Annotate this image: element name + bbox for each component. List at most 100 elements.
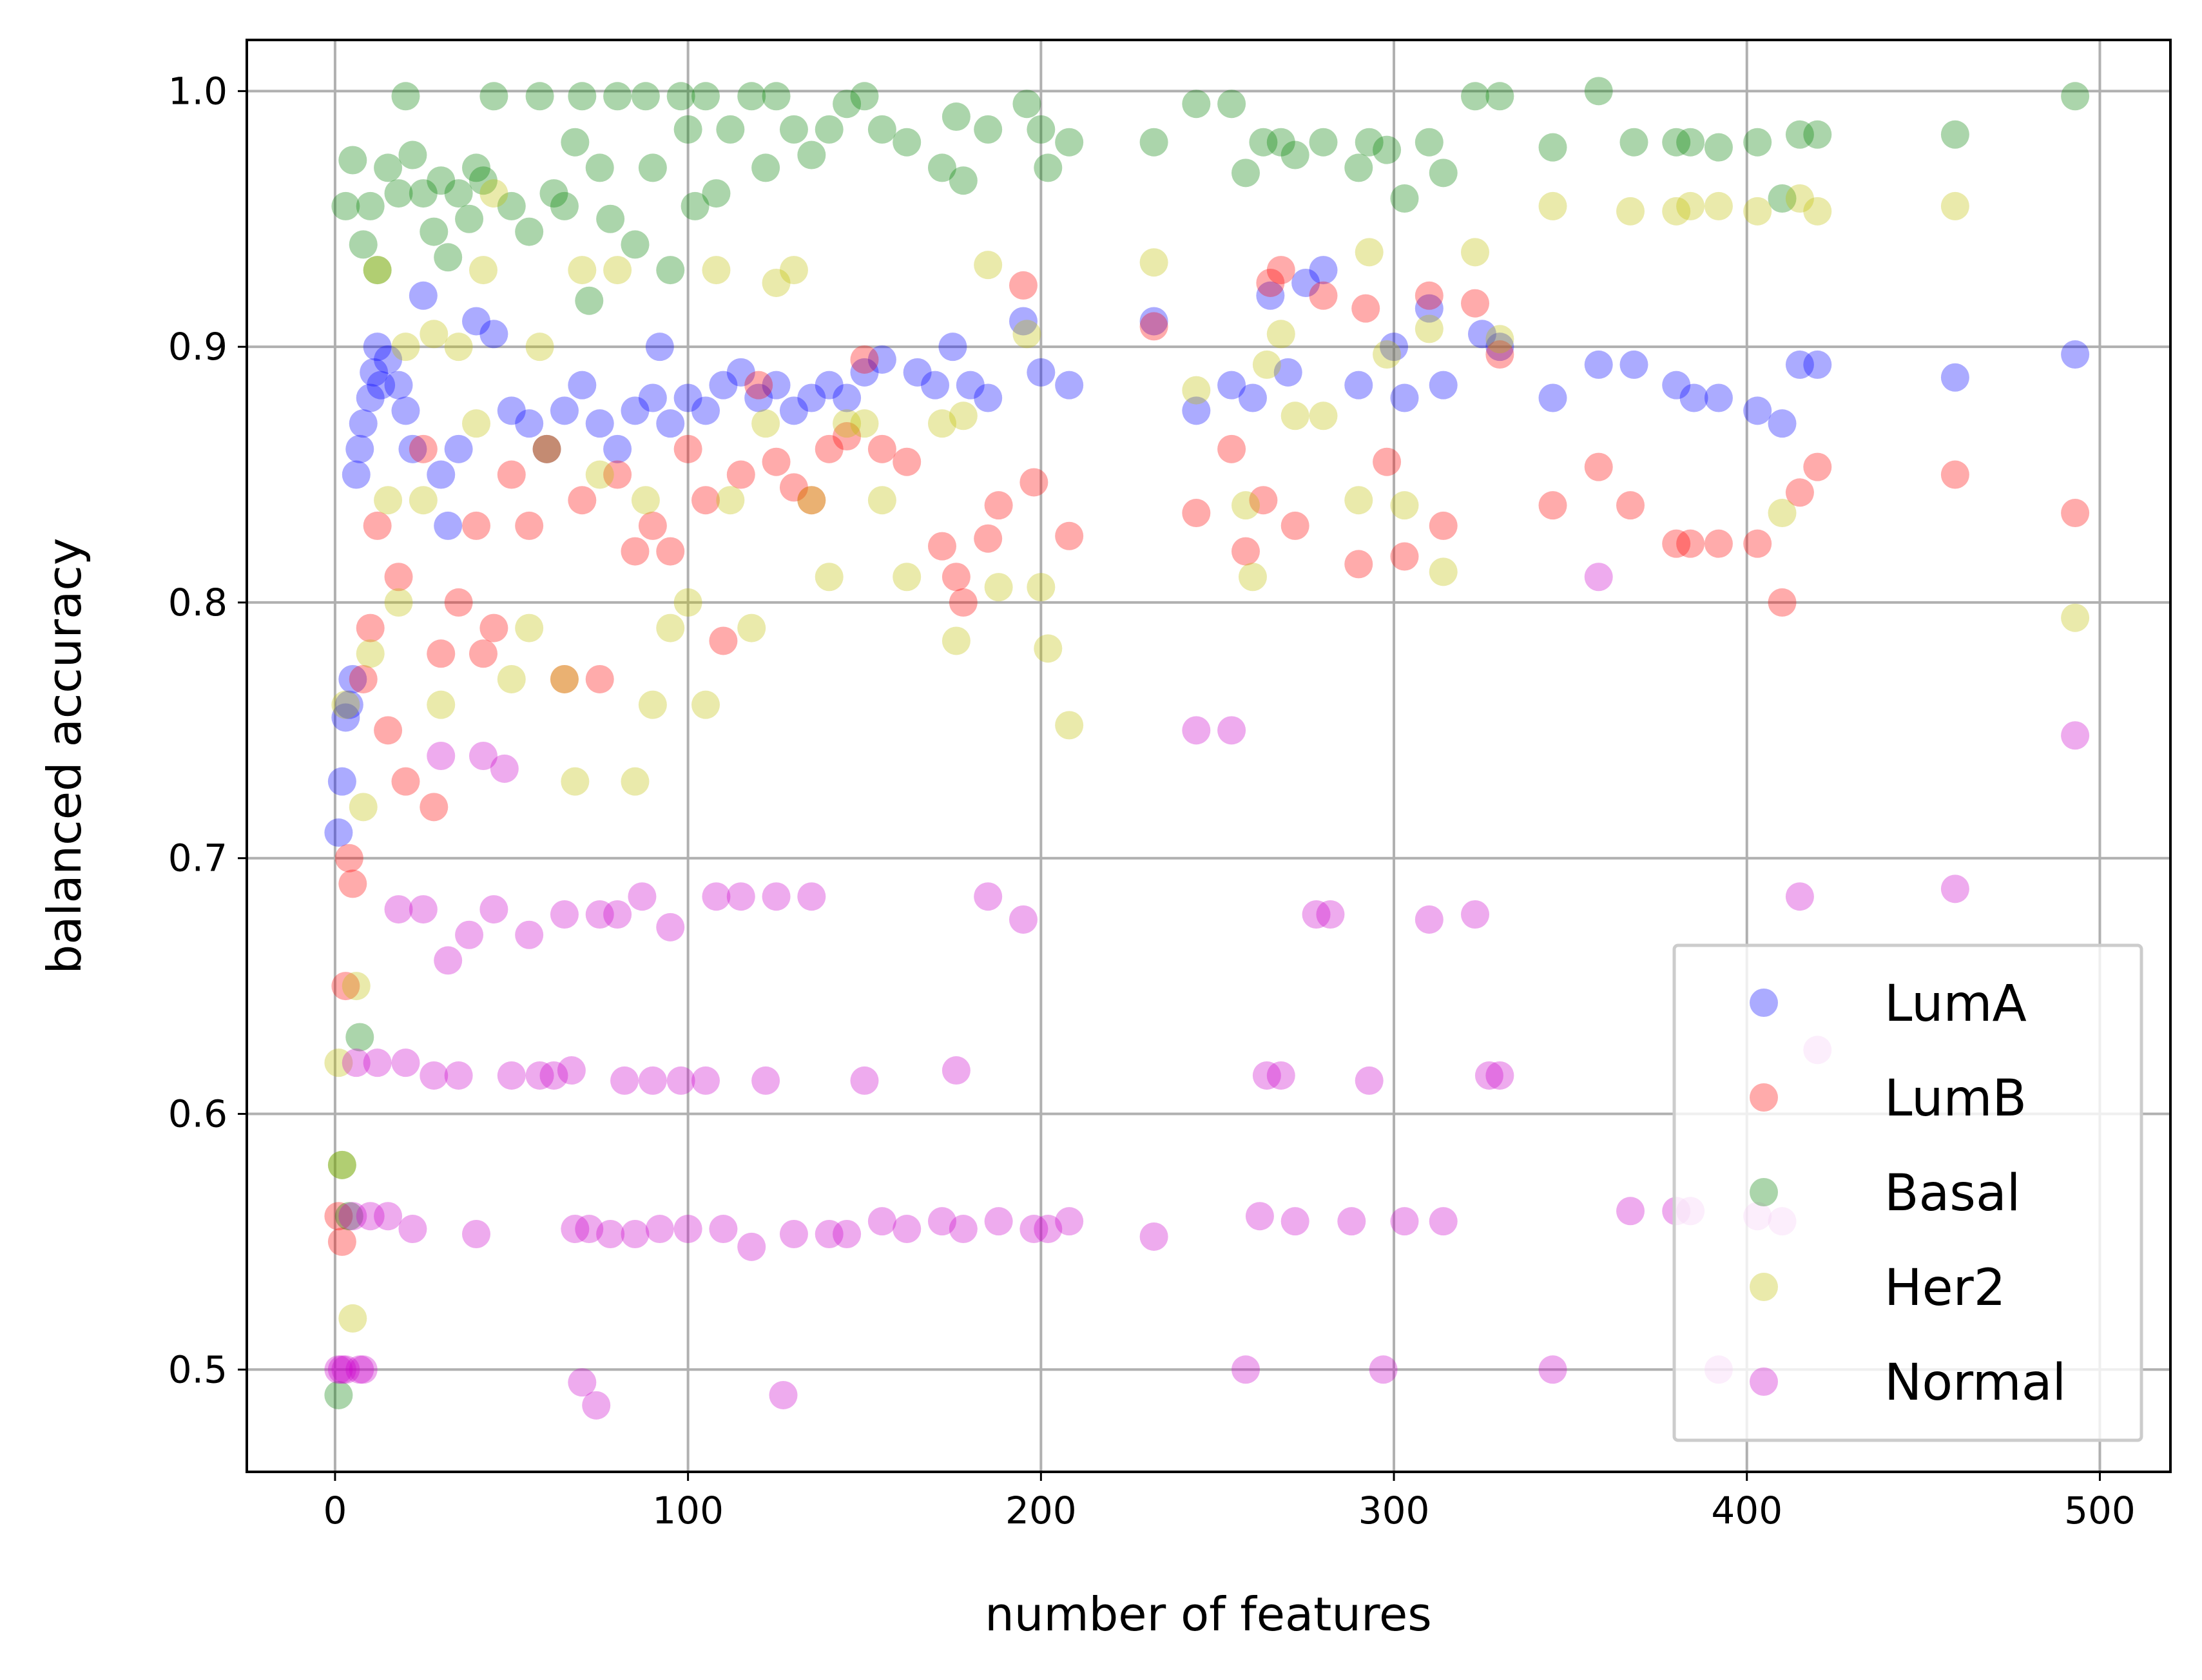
point-her2 — [1940, 191, 1969, 220]
point-basal — [444, 179, 473, 208]
point-basal — [867, 115, 896, 144]
point-her2 — [833, 409, 862, 438]
point-normal — [1390, 1207, 1419, 1236]
point-lumb — [1344, 550, 1373, 579]
point-basal — [1182, 90, 1211, 119]
point-normal — [420, 1061, 449, 1090]
point-her2 — [1390, 491, 1419, 520]
point-basal — [1373, 135, 1402, 164]
point-normal — [539, 1061, 568, 1090]
point-basal — [331, 191, 360, 220]
point-luma — [1390, 383, 1419, 412]
point-her2 — [797, 486, 826, 515]
point-luma — [360, 358, 389, 387]
point-luma — [1803, 350, 1832, 379]
point-normal — [867, 1207, 896, 1236]
point-basal — [434, 243, 463, 272]
point-normal — [557, 1056, 586, 1085]
legend-label-lumb: LumB — [1884, 1070, 2027, 1128]
point-lumb — [1055, 521, 1084, 550]
point-basal — [1344, 153, 1373, 182]
point-her2 — [324, 1048, 353, 1077]
point-her2 — [1785, 184, 1814, 213]
point-lumb — [1803, 452, 1832, 481]
point-normal — [455, 920, 484, 949]
point-lumb — [974, 524, 1003, 553]
point-normal — [974, 882, 1003, 911]
point-basal — [1940, 120, 1969, 149]
point-luma — [1743, 396, 1772, 425]
point-luma — [384, 371, 413, 400]
point-her2 — [515, 613, 544, 642]
point-normal — [691, 1066, 720, 1095]
point-her2 — [1344, 486, 1373, 515]
point-luma — [345, 434, 374, 463]
point-lumb — [515, 511, 544, 540]
point-lumb — [363, 511, 392, 540]
point-lumb — [1429, 511, 1458, 540]
point-luma — [1429, 371, 1458, 400]
point-normal — [1266, 1061, 1295, 1090]
point-lumb — [638, 511, 667, 540]
point-normal — [1280, 1207, 1309, 1236]
point-her2 — [984, 573, 1013, 602]
point-normal — [949, 1215, 978, 1244]
point-basal — [1662, 128, 1691, 157]
point-basal — [384, 179, 413, 208]
point-her2 — [1231, 491, 1260, 520]
point-luma — [324, 818, 353, 847]
point-normal — [769, 1380, 798, 1409]
point-her2 — [1415, 314, 1444, 343]
point-lumb — [1309, 281, 1338, 310]
x-tick-label: 300 — [1358, 1489, 1430, 1532]
point-normal — [1785, 882, 1814, 911]
point-luma — [1619, 350, 1648, 379]
point-lumb — [1704, 529, 1733, 558]
point-basal — [568, 82, 597, 111]
point-normal — [575, 1215, 604, 1244]
point-basal — [1803, 120, 1832, 149]
point-normal — [1245, 1202, 1274, 1231]
point-normal — [349, 1355, 378, 1384]
point-basal — [515, 217, 544, 246]
point-normal — [398, 1215, 427, 1244]
point-normal — [1034, 1215, 1063, 1244]
legend-label-luma: LumA — [1884, 975, 2027, 1033]
x-axis-label: number of features — [985, 1587, 1432, 1641]
point-lumb — [349, 664, 378, 693]
point-basal — [1704, 133, 1733, 162]
point-normal — [391, 1048, 420, 1077]
point-normal — [1009, 905, 1038, 934]
point-normal — [384, 895, 413, 924]
point-basal — [1619, 128, 1648, 157]
point-luma — [903, 358, 932, 387]
point-luma — [1291, 268, 1320, 297]
point-her2 — [974, 251, 1003, 280]
x-tick-label: 400 — [1711, 1489, 1782, 1532]
point-luma — [568, 371, 597, 400]
point-lumb — [1415, 281, 1444, 310]
point-luma — [1055, 371, 1084, 400]
point-basal — [1055, 128, 1084, 157]
point-luma — [1704, 383, 1733, 412]
point-lumb — [1940, 460, 1969, 489]
point-basal — [815, 115, 844, 144]
point-basal — [666, 82, 695, 111]
point-normal — [673, 1215, 702, 1244]
point-her2 — [1027, 573, 1056, 602]
point-luma — [1768, 409, 1797, 438]
point-basal — [927, 153, 956, 182]
point-normal — [1485, 1061, 1514, 1090]
point-basal — [1309, 128, 1338, 157]
point-lumb — [1485, 340, 1514, 369]
point-basal — [1743, 128, 1772, 157]
point-basal — [1461, 82, 1490, 111]
point-normal — [610, 1066, 639, 1095]
point-luma — [1380, 333, 1409, 362]
point-luma — [1415, 294, 1444, 323]
point-basal — [737, 82, 766, 111]
point-normal — [462, 1219, 491, 1248]
point-luma — [391, 396, 420, 425]
point-her2 — [409, 486, 438, 515]
point-normal — [342, 1048, 371, 1077]
